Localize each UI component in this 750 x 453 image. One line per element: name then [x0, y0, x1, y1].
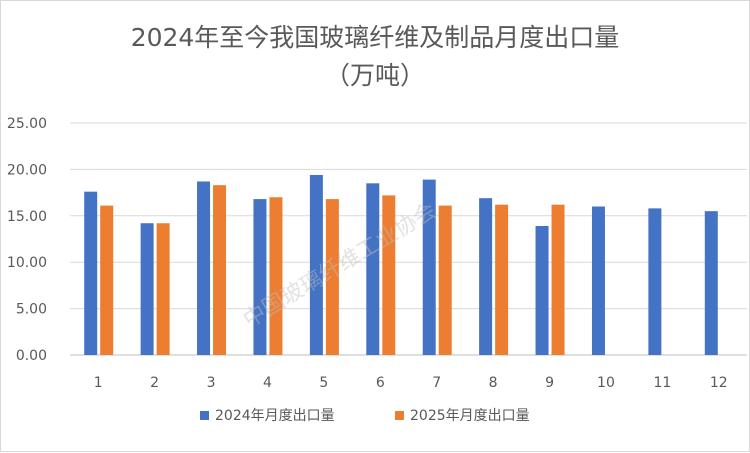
x-tick-label: 8	[489, 375, 498, 391]
y-tick-label: 10.00	[7, 255, 47, 271]
x-tick-label: 4	[263, 375, 272, 391]
bar-2025-month-8	[495, 204, 509, 355]
bar-2024-month-10	[591, 206, 605, 355]
chart-subtitle: （万吨）	[324, 61, 425, 90]
legend-item-2024: 2024年月度出口量	[200, 405, 335, 425]
bar-2024-month-12	[704, 211, 718, 355]
y-tick-label: 0.00	[16, 348, 47, 364]
x-tick-label: 2	[150, 375, 159, 391]
y-tick-label: 15.00	[7, 209, 47, 225]
bar-2024-month-6	[366, 183, 380, 355]
bar-2024-month-8	[479, 198, 493, 355]
y-tick-label: 5.00	[16, 302, 47, 318]
bar-2024-month-1	[84, 191, 98, 355]
bar-2025-month-2	[156, 223, 170, 355]
x-tick-label: 5	[319, 375, 328, 391]
bar-2024-month-5	[309, 174, 323, 355]
x-tick-label: 6	[376, 375, 385, 391]
x-tick-label: 7	[432, 375, 441, 391]
chart-title: 2024年至今我国玻璃纤维及制品月度出口量 （万吨）	[1, 19, 749, 95]
bar-2024-month-7	[422, 179, 436, 355]
x-tick-label: 9	[545, 375, 554, 391]
bar-2025-month-7	[438, 205, 452, 355]
y-tick-label: 25.00	[7, 116, 47, 132]
bar-2025-month-1	[100, 205, 114, 355]
bar-2025-month-5	[325, 199, 339, 355]
bar-2024-month-2	[140, 223, 154, 355]
bar-2024-month-4	[253, 199, 267, 355]
bar-2025-month-6	[382, 195, 396, 355]
x-tick-label: 12	[710, 375, 728, 391]
bar-2024-month-11	[648, 208, 662, 355]
y-tick-label: 20.00	[7, 162, 47, 178]
x-tick-label: 1	[94, 375, 103, 391]
x-tick-label: 3	[207, 375, 216, 391]
legend-item-2025: 2025年月度出口量	[395, 405, 530, 425]
x-tick-label: 10	[597, 375, 615, 391]
chart-title-main: 2024年至今我国玻璃纤维及制品月度出口量	[130, 23, 620, 52]
bar-2025-month-9	[551, 204, 565, 355]
legend-label-2025: 2025年月度出口量	[410, 408, 530, 424]
x-tick-label: 11	[653, 375, 671, 391]
legend-label-2024: 2024年月度出口量	[215, 408, 335, 424]
bar-2025-month-4	[269, 197, 283, 355]
bar-2025-month-3	[213, 185, 227, 355]
legend-swatch-2025	[395, 410, 404, 420]
bar-2024-month-9	[535, 226, 549, 355]
watermark-text: 中国玻璃纤维工业协会	[239, 198, 440, 333]
legend-swatch-2024	[200, 410, 209, 420]
bar-2024-month-3	[197, 181, 211, 355]
